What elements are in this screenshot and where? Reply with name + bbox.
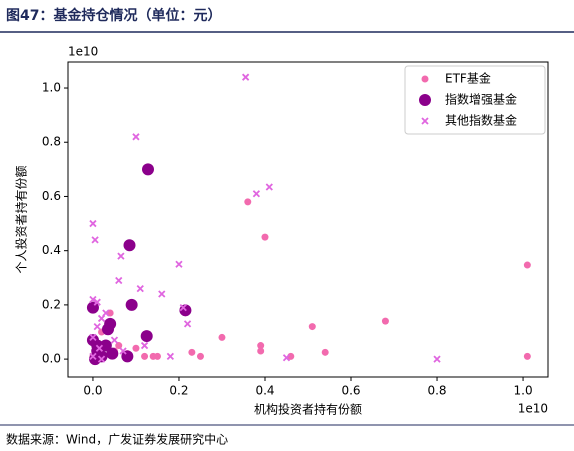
point xyxy=(265,183,273,191)
point xyxy=(91,236,99,244)
point xyxy=(89,219,97,228)
chart-title: 图47：基金持仓情况（单位：元） xyxy=(6,7,221,24)
point xyxy=(433,355,441,363)
point xyxy=(93,298,101,306)
point xyxy=(179,303,187,312)
y-tick-label: 0.2 xyxy=(42,297,61,311)
y-tick-label: 1.0 xyxy=(42,81,61,95)
point xyxy=(140,330,153,343)
point xyxy=(141,352,149,360)
point xyxy=(140,341,149,350)
point xyxy=(97,355,106,363)
point xyxy=(115,342,123,350)
legend-marker xyxy=(419,94,431,106)
point xyxy=(142,163,154,176)
point xyxy=(175,260,183,268)
point xyxy=(123,239,136,252)
point xyxy=(95,344,104,352)
y-tick-label: 0.8 xyxy=(42,135,61,149)
point xyxy=(252,190,261,198)
point xyxy=(102,309,110,317)
point xyxy=(89,333,97,342)
point xyxy=(110,336,119,344)
point xyxy=(244,198,252,206)
x-tick-label: 0.4 xyxy=(255,384,274,398)
legend-marker xyxy=(421,117,429,125)
point xyxy=(166,352,175,361)
point xyxy=(183,320,192,328)
y-tick-label: 0.6 xyxy=(42,189,61,203)
point xyxy=(132,344,140,352)
y-tick-label: 0.0 xyxy=(42,352,61,366)
point xyxy=(257,342,265,350)
point xyxy=(158,290,166,298)
point xyxy=(119,347,127,355)
x-offset-label: 1e10 xyxy=(518,402,548,416)
point xyxy=(106,347,119,360)
plot-frame xyxy=(67,61,549,378)
point xyxy=(261,233,269,241)
legend-label: 其他指数基金 xyxy=(445,113,517,128)
x-tick-label: 1.0 xyxy=(514,384,533,398)
point xyxy=(523,261,531,269)
point xyxy=(241,73,250,81)
point xyxy=(257,347,265,355)
point xyxy=(89,352,97,361)
legend-box xyxy=(404,65,546,135)
point xyxy=(115,276,123,285)
point xyxy=(381,317,389,325)
x-tick-label: 0.8 xyxy=(427,384,446,398)
point xyxy=(93,322,101,331)
point xyxy=(282,354,291,362)
y-axis-label: 个人投资者持有份额 xyxy=(14,165,29,273)
source: 数据来源：Wind，广发证券发展研究中心 xyxy=(6,432,228,447)
x-tick-label: 0.0 xyxy=(83,384,102,398)
point xyxy=(321,348,329,356)
point xyxy=(99,339,112,352)
y-offset-label: 1e10 xyxy=(68,45,98,59)
point xyxy=(132,133,140,141)
x-axis-label: 机构投资者持有份额 xyxy=(254,402,362,417)
point xyxy=(196,352,204,360)
legend-label: 指数增强基金 xyxy=(445,92,517,107)
point xyxy=(125,298,138,311)
x-tick-label: 0.6 xyxy=(341,384,360,398)
point xyxy=(218,333,226,341)
point xyxy=(89,295,97,304)
point xyxy=(523,352,531,360)
point xyxy=(308,323,316,331)
legend-marker xyxy=(421,75,429,83)
y-tick-label: 0.4 xyxy=(42,243,61,257)
legend-label: ETF基金 xyxy=(445,71,491,86)
point xyxy=(149,352,157,360)
point xyxy=(102,323,114,336)
point xyxy=(117,252,125,260)
point xyxy=(136,284,144,293)
x-tick-label: 0.2 xyxy=(169,384,188,398)
point xyxy=(188,348,196,356)
